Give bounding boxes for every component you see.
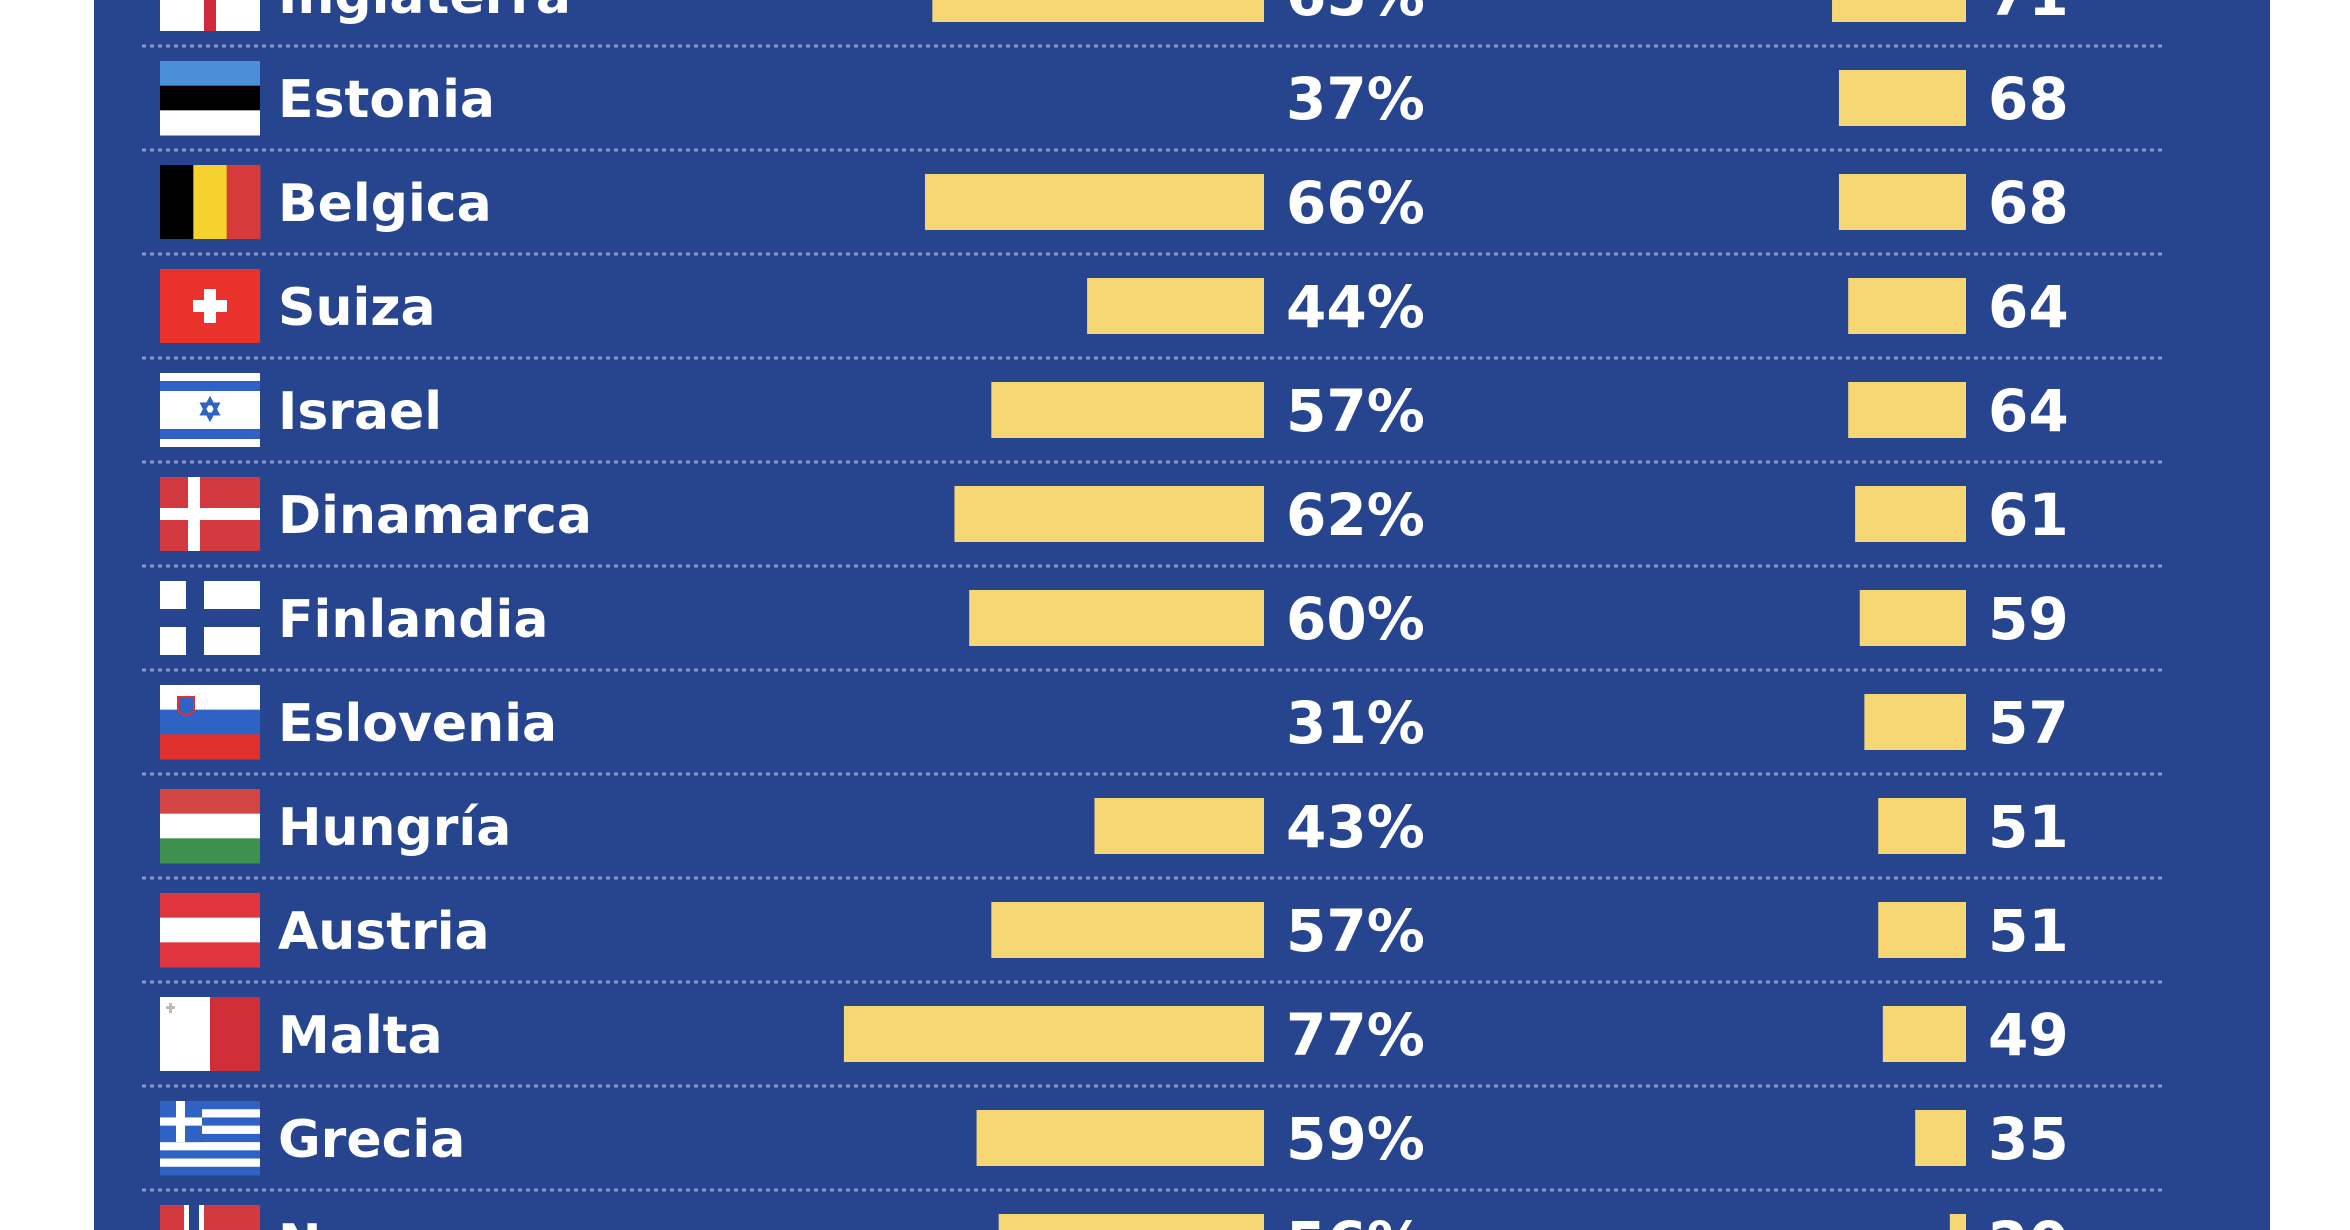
table-row: Grecia 59% 35 xyxy=(142,1101,2166,1192)
bar-value-label-series-2: 51 xyxy=(1988,897,2069,965)
bar-series-2 xyxy=(1838,70,1966,126)
country-label: Noruega xyxy=(278,1214,528,1230)
bar-series-2 xyxy=(1848,278,1966,334)
country-label: Israel xyxy=(278,382,442,442)
bar-series-2 xyxy=(1882,1006,1966,1062)
bar-series-2 xyxy=(1848,382,1966,438)
bar-series-1 xyxy=(976,1110,1264,1166)
bar-value-label-series-1: 66% xyxy=(1286,169,1425,237)
bar-series-2 xyxy=(1855,486,1966,542)
bar-value-label-series-2: 49 xyxy=(1988,1001,2069,1069)
austria-flag-icon xyxy=(160,893,260,968)
estonia-flag-icon xyxy=(160,61,260,136)
bar-value-label-series-1: 62% xyxy=(1286,481,1425,549)
bar-value-label-series-1: 56% xyxy=(1286,1209,1425,1230)
bar-value-label-series-2: 59 xyxy=(1988,585,2069,653)
country-label: Estonia xyxy=(278,70,495,130)
bar-value-label-series-1: 65% xyxy=(1286,0,1425,29)
bar-series-2 xyxy=(1864,694,1966,750)
hungary-flag-icon xyxy=(160,789,260,864)
country-label: Finlandia xyxy=(278,590,548,650)
country-label: Malta xyxy=(278,1006,443,1066)
bar-series-1 xyxy=(1094,798,1264,854)
bar-value-label-series-2: 20 xyxy=(1988,1209,2069,1230)
table-row: Finlandia 60% 59 xyxy=(142,581,2166,672)
table-row: Inglaterra 65% 71 xyxy=(142,0,2166,48)
bar-series-2 xyxy=(1878,798,1966,854)
bar-series-1 xyxy=(954,486,1264,542)
belgium-flag-icon xyxy=(160,165,261,239)
table-row: Hungría 43% 51 xyxy=(142,789,2166,880)
bar-series-1 xyxy=(932,0,1264,22)
denmark-flag-icon xyxy=(160,477,260,551)
country-label: Hungría xyxy=(278,798,511,858)
bar-series-2 xyxy=(1949,1214,1966,1230)
table-row: Austria 57% 51 xyxy=(142,893,2166,984)
table-row: Belgica 66% 68 xyxy=(142,165,2166,256)
bar-value-label-series-1: 37% xyxy=(1286,65,1425,133)
table-row: Estonia 37% 68 xyxy=(142,61,2166,152)
country-label: Grecia xyxy=(278,1110,465,1170)
bar-chart: Inglaterra 65% 71 Estonia 37% 68 Belgica 66% 68 S… xyxy=(142,0,2166,1230)
israel-flag-icon xyxy=(160,373,260,447)
bar-value-label-series-2: 35 xyxy=(1988,1105,2069,1173)
bar-value-label-series-2: 57 xyxy=(1988,689,2069,757)
bar-value-label-series-1: 57% xyxy=(1286,377,1425,445)
bar-value-label-series-2: 68 xyxy=(1988,65,2069,133)
table-row: Noruega 56% 20 xyxy=(160,1205,2069,1230)
bar-series-1 xyxy=(1087,278,1264,334)
bar-series-2 xyxy=(1915,1110,1966,1166)
bar-value-label-series-1: 44% xyxy=(1286,273,1425,341)
bar-value-label-series-2: 51 xyxy=(1988,793,2069,861)
country-label: Belgica xyxy=(278,174,492,234)
bar-series-2 xyxy=(1859,590,1966,646)
slovenia-flag-icon xyxy=(160,685,260,760)
bar-series-1 xyxy=(991,902,1264,958)
greece-flag-icon xyxy=(160,1101,260,1176)
country-label: Eslovenia xyxy=(278,694,557,754)
table-row: Suiza 44% 64 xyxy=(142,269,2166,360)
chart-panel: Inglaterra 65% 71 Estonia 37% 68 Belgica 66% 68 S… xyxy=(94,0,2270,1230)
bar-series-2 xyxy=(1832,0,1966,22)
norway-flag-icon xyxy=(160,1205,260,1230)
bar-series-2 xyxy=(1838,174,1966,230)
table-row: Israel 57% 64 xyxy=(142,373,2166,464)
bar-series-2 xyxy=(1878,902,1966,958)
country-label: Austria xyxy=(278,902,490,962)
table-row: Dinamarca 62% 61 xyxy=(142,477,2166,568)
bar-value-label-series-1: 31% xyxy=(1286,689,1425,757)
country-label: Inglaterra xyxy=(278,0,571,26)
bar-value-label-series-1: 60% xyxy=(1286,585,1425,653)
table-row: Eslovenia 31% 57 xyxy=(142,685,2166,776)
bar-series-1 xyxy=(991,382,1264,438)
bar-value-label-series-2: 64 xyxy=(1988,273,2069,341)
bar-value-label-series-2: 61 xyxy=(1988,481,2069,549)
bar-value-label-series-2: 71 xyxy=(1988,0,2069,29)
table-row: Malta 77% 49 xyxy=(142,997,2166,1088)
bar-value-label-series-2: 64 xyxy=(1988,377,2069,445)
bar-value-label-series-1: 59% xyxy=(1286,1105,1425,1173)
malta-flag-icon xyxy=(160,997,260,1071)
bar-value-label-series-1: 77% xyxy=(1286,1001,1425,1069)
bar-series-1 xyxy=(924,174,1264,230)
country-label: Suiza xyxy=(278,278,436,338)
switzerland-flag-icon xyxy=(160,269,260,343)
bar-series-1 xyxy=(998,1214,1264,1230)
bar-value-label-series-2: 68 xyxy=(1988,169,2069,237)
country-label: Dinamarca xyxy=(278,486,592,546)
england-flag-icon xyxy=(160,0,260,31)
bar-series-1 xyxy=(969,590,1264,646)
finland-flag-icon xyxy=(160,581,260,655)
bar-value-label-series-1: 43% xyxy=(1286,793,1425,861)
bar-value-label-series-1: 57% xyxy=(1286,897,1425,965)
bar-series-1 xyxy=(843,1006,1264,1062)
